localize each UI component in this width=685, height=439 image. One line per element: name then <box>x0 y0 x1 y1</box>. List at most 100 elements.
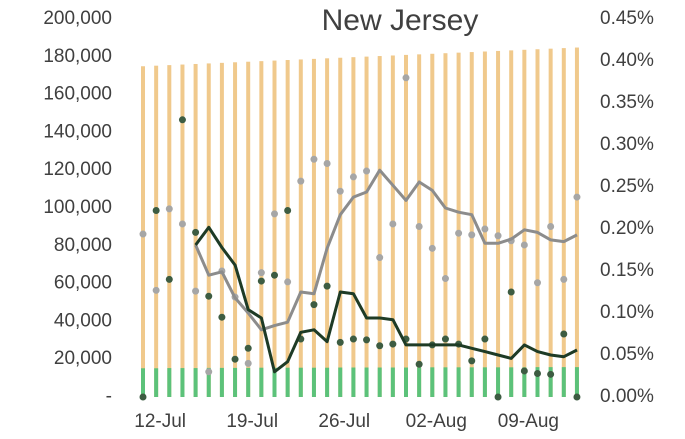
dot <box>336 187 344 195</box>
y2-tick-label: 0.25% <box>600 176 654 197</box>
bar <box>430 367 435 397</box>
bar <box>272 60 277 398</box>
y-tick-label: - <box>106 386 112 407</box>
bar <box>285 367 290 397</box>
bar <box>246 61 251 398</box>
dot <box>244 359 252 367</box>
bar <box>206 63 211 397</box>
bar <box>325 58 330 397</box>
dot <box>349 335 357 343</box>
dot <box>441 275 449 283</box>
line <box>194 168 578 332</box>
dot <box>441 335 449 343</box>
dot <box>231 355 239 363</box>
dot <box>336 338 344 346</box>
line <box>194 225 578 374</box>
bar <box>298 367 303 397</box>
y2-tick-label: 0.35% <box>600 92 654 113</box>
dot <box>152 286 160 294</box>
bar <box>272 367 277 397</box>
bar <box>548 367 553 397</box>
dot <box>573 393 581 401</box>
bar <box>496 367 501 397</box>
dot <box>507 288 515 296</box>
y-tick-label: 120,000 <box>43 159 112 180</box>
y2-tick-label: 0.10% <box>600 302 654 323</box>
dot <box>297 177 305 185</box>
y-tick-label: 80,000 <box>54 235 112 256</box>
bar <box>469 367 474 397</box>
bar <box>456 367 461 397</box>
dot <box>257 269 265 277</box>
bar <box>233 62 238 397</box>
bar <box>154 368 159 397</box>
dot <box>205 292 213 300</box>
dot <box>218 313 226 321</box>
dot <box>363 167 371 175</box>
dot <box>520 241 528 249</box>
bar <box>574 367 579 397</box>
x-tick-label: 09-Aug <box>498 411 559 432</box>
bar <box>404 54 408 397</box>
bar <box>325 367 330 397</box>
dot <box>192 287 200 295</box>
bar <box>351 367 356 397</box>
chart-title: New Jersey <box>322 4 479 37</box>
bar <box>482 367 487 397</box>
dot <box>494 393 502 401</box>
y-tick-label: 160,000 <box>43 84 112 105</box>
dot <box>415 222 423 230</box>
y-tick-label: 140,000 <box>43 121 112 142</box>
bar <box>522 49 527 397</box>
dot <box>178 116 186 124</box>
bar <box>430 53 435 397</box>
y2-tick-label: 0.40% <box>600 50 654 71</box>
dot <box>323 282 331 290</box>
bar <box>561 367 566 397</box>
dot <box>389 340 397 348</box>
dot <box>152 207 160 215</box>
dot <box>481 335 489 343</box>
bar <box>535 367 540 397</box>
bar <box>509 367 514 397</box>
bar <box>180 368 185 397</box>
bar <box>469 52 474 397</box>
x-tick-label: 19-Jul <box>226 411 278 432</box>
bar <box>259 61 264 397</box>
dot <box>284 278 292 286</box>
dot <box>534 369 541 377</box>
y-tick-label: 100,000 <box>43 197 112 218</box>
bar <box>509 50 514 398</box>
dot <box>428 244 436 252</box>
y-tick-label: 60,000 <box>54 273 112 294</box>
dot <box>192 228 200 236</box>
bar <box>535 49 540 398</box>
dot <box>573 193 581 201</box>
bar <box>167 65 172 397</box>
dot <box>271 271 278 279</box>
bar <box>141 368 145 397</box>
dot <box>547 222 555 230</box>
bar <box>285 60 290 397</box>
bar <box>206 367 211 397</box>
bar <box>311 367 316 397</box>
dot <box>455 229 463 237</box>
dot <box>323 159 331 167</box>
bar <box>522 367 527 397</box>
y2-tick-label: 0.15% <box>600 260 654 281</box>
bar <box>364 367 369 397</box>
bar <box>193 368 198 397</box>
y2-tick-label: 0.20% <box>600 218 654 239</box>
bar <box>219 62 224 398</box>
dot <box>139 393 147 401</box>
bar <box>246 367 251 397</box>
bar <box>180 64 185 397</box>
bar <box>482 51 487 398</box>
dot <box>349 173 357 181</box>
dot <box>534 279 541 287</box>
bar <box>561 48 566 398</box>
bar <box>404 367 408 397</box>
y-tick-label: 40,000 <box>54 310 112 331</box>
bar <box>338 57 343 398</box>
